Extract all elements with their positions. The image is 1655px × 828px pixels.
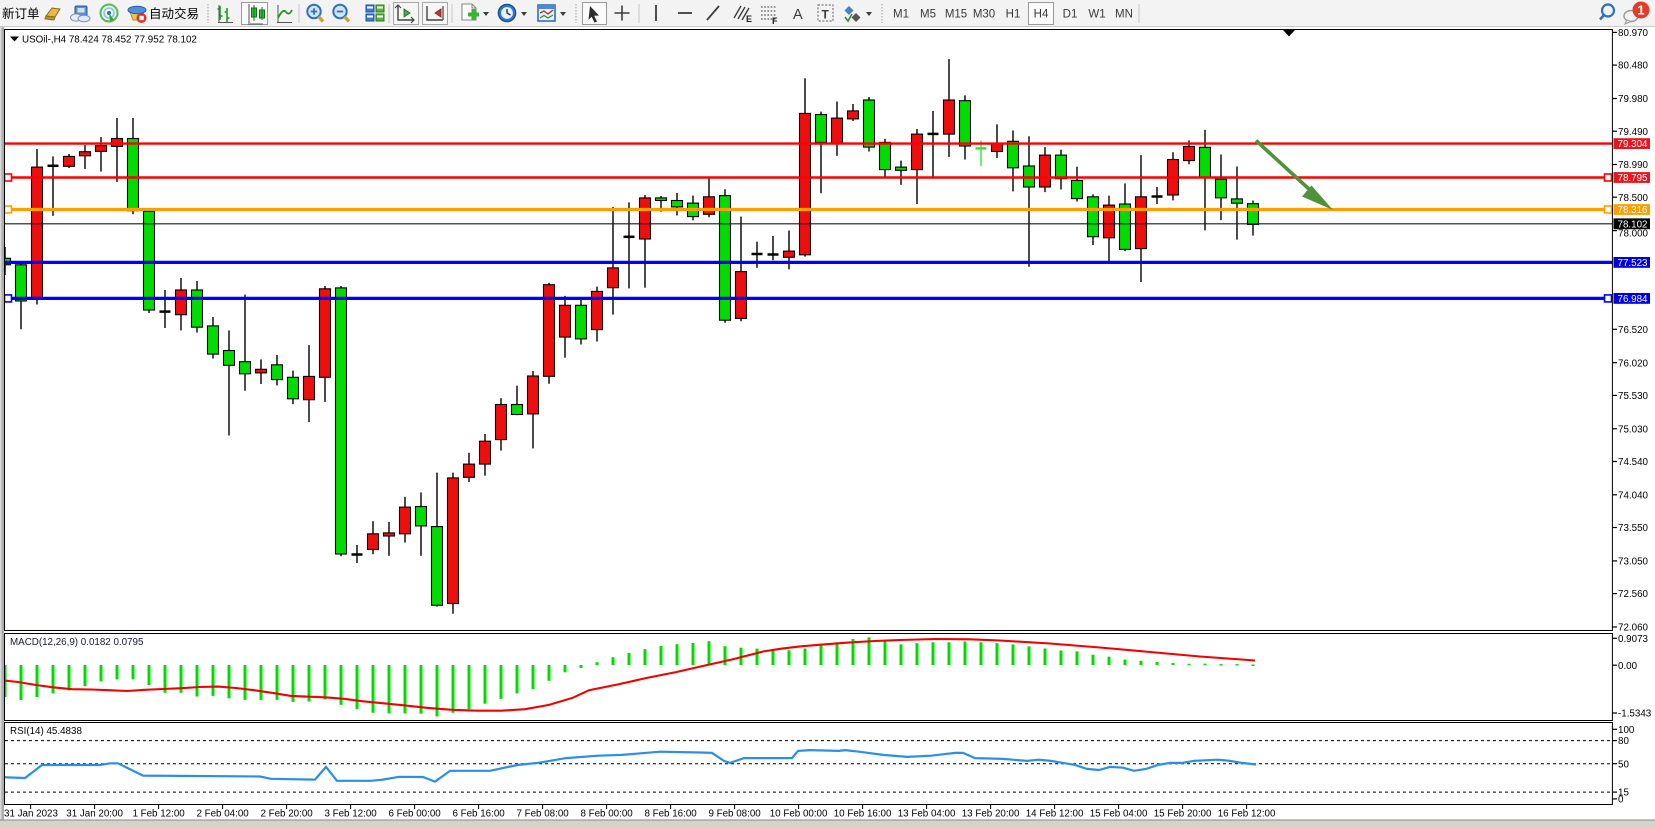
svg-text:73.550: 73.550	[1618, 523, 1649, 534]
svg-text:M15: M15	[945, 9, 967, 21]
svg-text:T: T	[822, 8, 830, 22]
svg-text:76.984: 76.984	[1618, 294, 1649, 305]
svg-text:9 Feb 08:00: 9 Feb 08:00	[708, 809, 761, 820]
svg-text:H1: H1	[1006, 9, 1021, 21]
svg-text:72.060: 72.060	[1618, 623, 1649, 634]
svg-text:3 Feb 12:00: 3 Feb 12:00	[324, 809, 377, 820]
svg-text:M30: M30	[973, 9, 995, 21]
svg-text:H4: H4	[1034, 9, 1049, 21]
svg-text:31 Jan 20:00: 31 Jan 20:00	[66, 809, 123, 820]
svg-text:新订单: 新订单	[2, 6, 40, 21]
svg-text:1 Feb 12:00: 1 Feb 12:00	[132, 809, 185, 820]
svg-text:8 Feb 16:00: 8 Feb 16:00	[644, 809, 697, 820]
svg-text:E: E	[746, 14, 752, 24]
svg-text:78.795: 78.795	[1618, 173, 1649, 184]
svg-text:14 Feb 12:00: 14 Feb 12:00	[1026, 809, 1084, 820]
svg-text:A: A	[793, 7, 803, 23]
svg-text:79.980: 79.980	[1618, 94, 1649, 105]
svg-text:76.020: 76.020	[1618, 358, 1649, 369]
svg-text:0.9073: 0.9073	[1618, 634, 1649, 645]
svg-text:2 Feb 04:00: 2 Feb 04:00	[196, 809, 249, 820]
svg-text:73.050: 73.050	[1618, 557, 1649, 568]
svg-text:78.500: 78.500	[1618, 193, 1649, 204]
svg-text:76.520: 76.520	[1618, 325, 1649, 336]
svg-text:-1.5343: -1.5343	[1618, 709, 1652, 720]
svg-text:M5: M5	[920, 9, 936, 21]
svg-text:100: 100	[1618, 725, 1635, 736]
svg-text:13 Feb 04:00: 13 Feb 04:00	[898, 809, 956, 820]
svg-text:13 Feb 20:00: 13 Feb 20:00	[962, 809, 1020, 820]
svg-text:MACD(12,26,9) 0.0182 0.0795: MACD(12,26,9) 0.0182 0.0795	[10, 637, 144, 648]
svg-text:78.102: 78.102	[1618, 219, 1648, 230]
svg-text:15 Feb 20:00: 15 Feb 20:00	[1154, 809, 1212, 820]
svg-text:W1: W1	[1088, 9, 1105, 21]
svg-text:50: 50	[1618, 759, 1629, 770]
svg-text:78.000: 78.000	[1618, 229, 1649, 240]
svg-text:10 Feb 00:00: 10 Feb 00:00	[770, 809, 828, 820]
svg-text:10 Feb 16:00: 10 Feb 16:00	[834, 809, 892, 820]
svg-text:80.970: 80.970	[1618, 28, 1649, 39]
svg-text:16 Feb 12:00: 16 Feb 12:00	[1218, 809, 1276, 820]
svg-text:80: 80	[1618, 736, 1629, 747]
svg-text:15: 15	[1618, 788, 1629, 799]
svg-text:8 Feb 00:00: 8 Feb 00:00	[580, 809, 633, 820]
svg-text:79.490: 79.490	[1618, 127, 1649, 138]
svg-text:77.523: 77.523	[1618, 258, 1649, 269]
svg-text:75.030: 75.030	[1618, 424, 1649, 435]
svg-text:74.540: 74.540	[1618, 457, 1649, 468]
svg-text:自动交易: 自动交易	[149, 6, 199, 21]
svg-text:RSI(14) 45.4838: RSI(14) 45.4838	[10, 726, 82, 737]
svg-text:75.530: 75.530	[1618, 391, 1649, 402]
svg-text:7 Feb 08:00: 7 Feb 08:00	[516, 809, 569, 820]
svg-text:79.304: 79.304	[1618, 139, 1649, 150]
svg-text:15 Feb 04:00: 15 Feb 04:00	[1090, 809, 1148, 820]
svg-text:74.040: 74.040	[1618, 490, 1649, 501]
svg-text:2 Feb 20:00: 2 Feb 20:00	[260, 809, 313, 820]
svg-text:6 Feb 00:00: 6 Feb 00:00	[388, 809, 441, 820]
svg-text:72.560: 72.560	[1618, 589, 1649, 600]
svg-text:D1: D1	[1063, 9, 1078, 21]
svg-text:F: F	[772, 16, 778, 26]
svg-text:78.316: 78.316	[1618, 205, 1649, 216]
svg-text:0: 0	[1618, 795, 1624, 806]
svg-text:78.990: 78.990	[1618, 160, 1649, 171]
svg-text:1: 1	[1637, 3, 1644, 18]
svg-text:31 Jan 2023: 31 Jan 2023	[4, 809, 58, 820]
svg-text:M1: M1	[893, 9, 909, 21]
svg-text:USOil-,H4 78.424 78.452 77.95: USOil-,H4 78.424 78.452 77.952 78.102	[22, 35, 197, 46]
svg-text:0.00: 0.00	[1618, 661, 1638, 672]
svg-text:6 Feb 16:00: 6 Feb 16:00	[452, 809, 505, 820]
svg-text:MN: MN	[1115, 9, 1133, 21]
svg-text:80.480: 80.480	[1618, 61, 1649, 72]
